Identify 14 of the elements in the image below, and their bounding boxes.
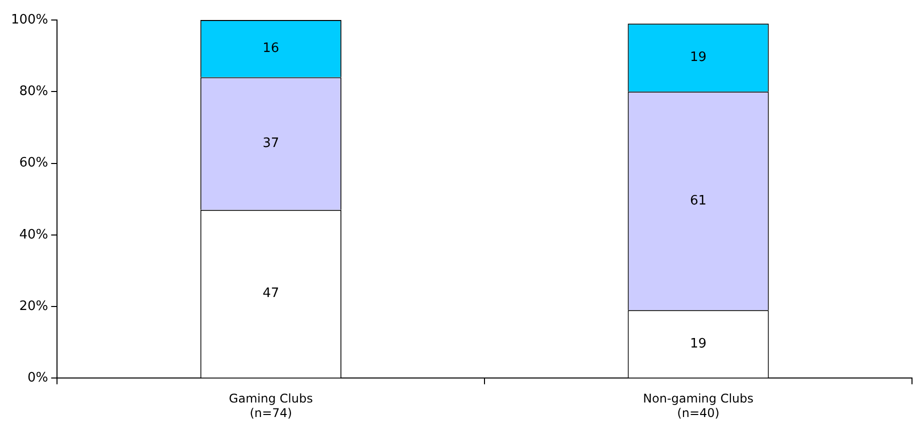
y-tick-label: 80%: [19, 84, 48, 100]
x-tick-label: Gaming Clubs (n=74): [228, 392, 313, 420]
data-label: 19: [690, 50, 707, 65]
data-label: 37: [262, 136, 280, 151]
data-label: 16: [262, 41, 280, 56]
data-label: 47: [262, 286, 280, 302]
data-label: 61: [690, 193, 707, 208]
y-tick-label: 100%: [10, 12, 48, 28]
y-tick-label: 60%: [19, 156, 48, 171]
x-tick-label: Non-gaming Clubs (n=40): [643, 392, 754, 420]
y-tick-label: 20%: [19, 298, 48, 314]
y-tick-label: 0%: [28, 370, 48, 386]
data-label: 19: [690, 336, 707, 352]
y-tick-label: 40%: [19, 227, 48, 242]
